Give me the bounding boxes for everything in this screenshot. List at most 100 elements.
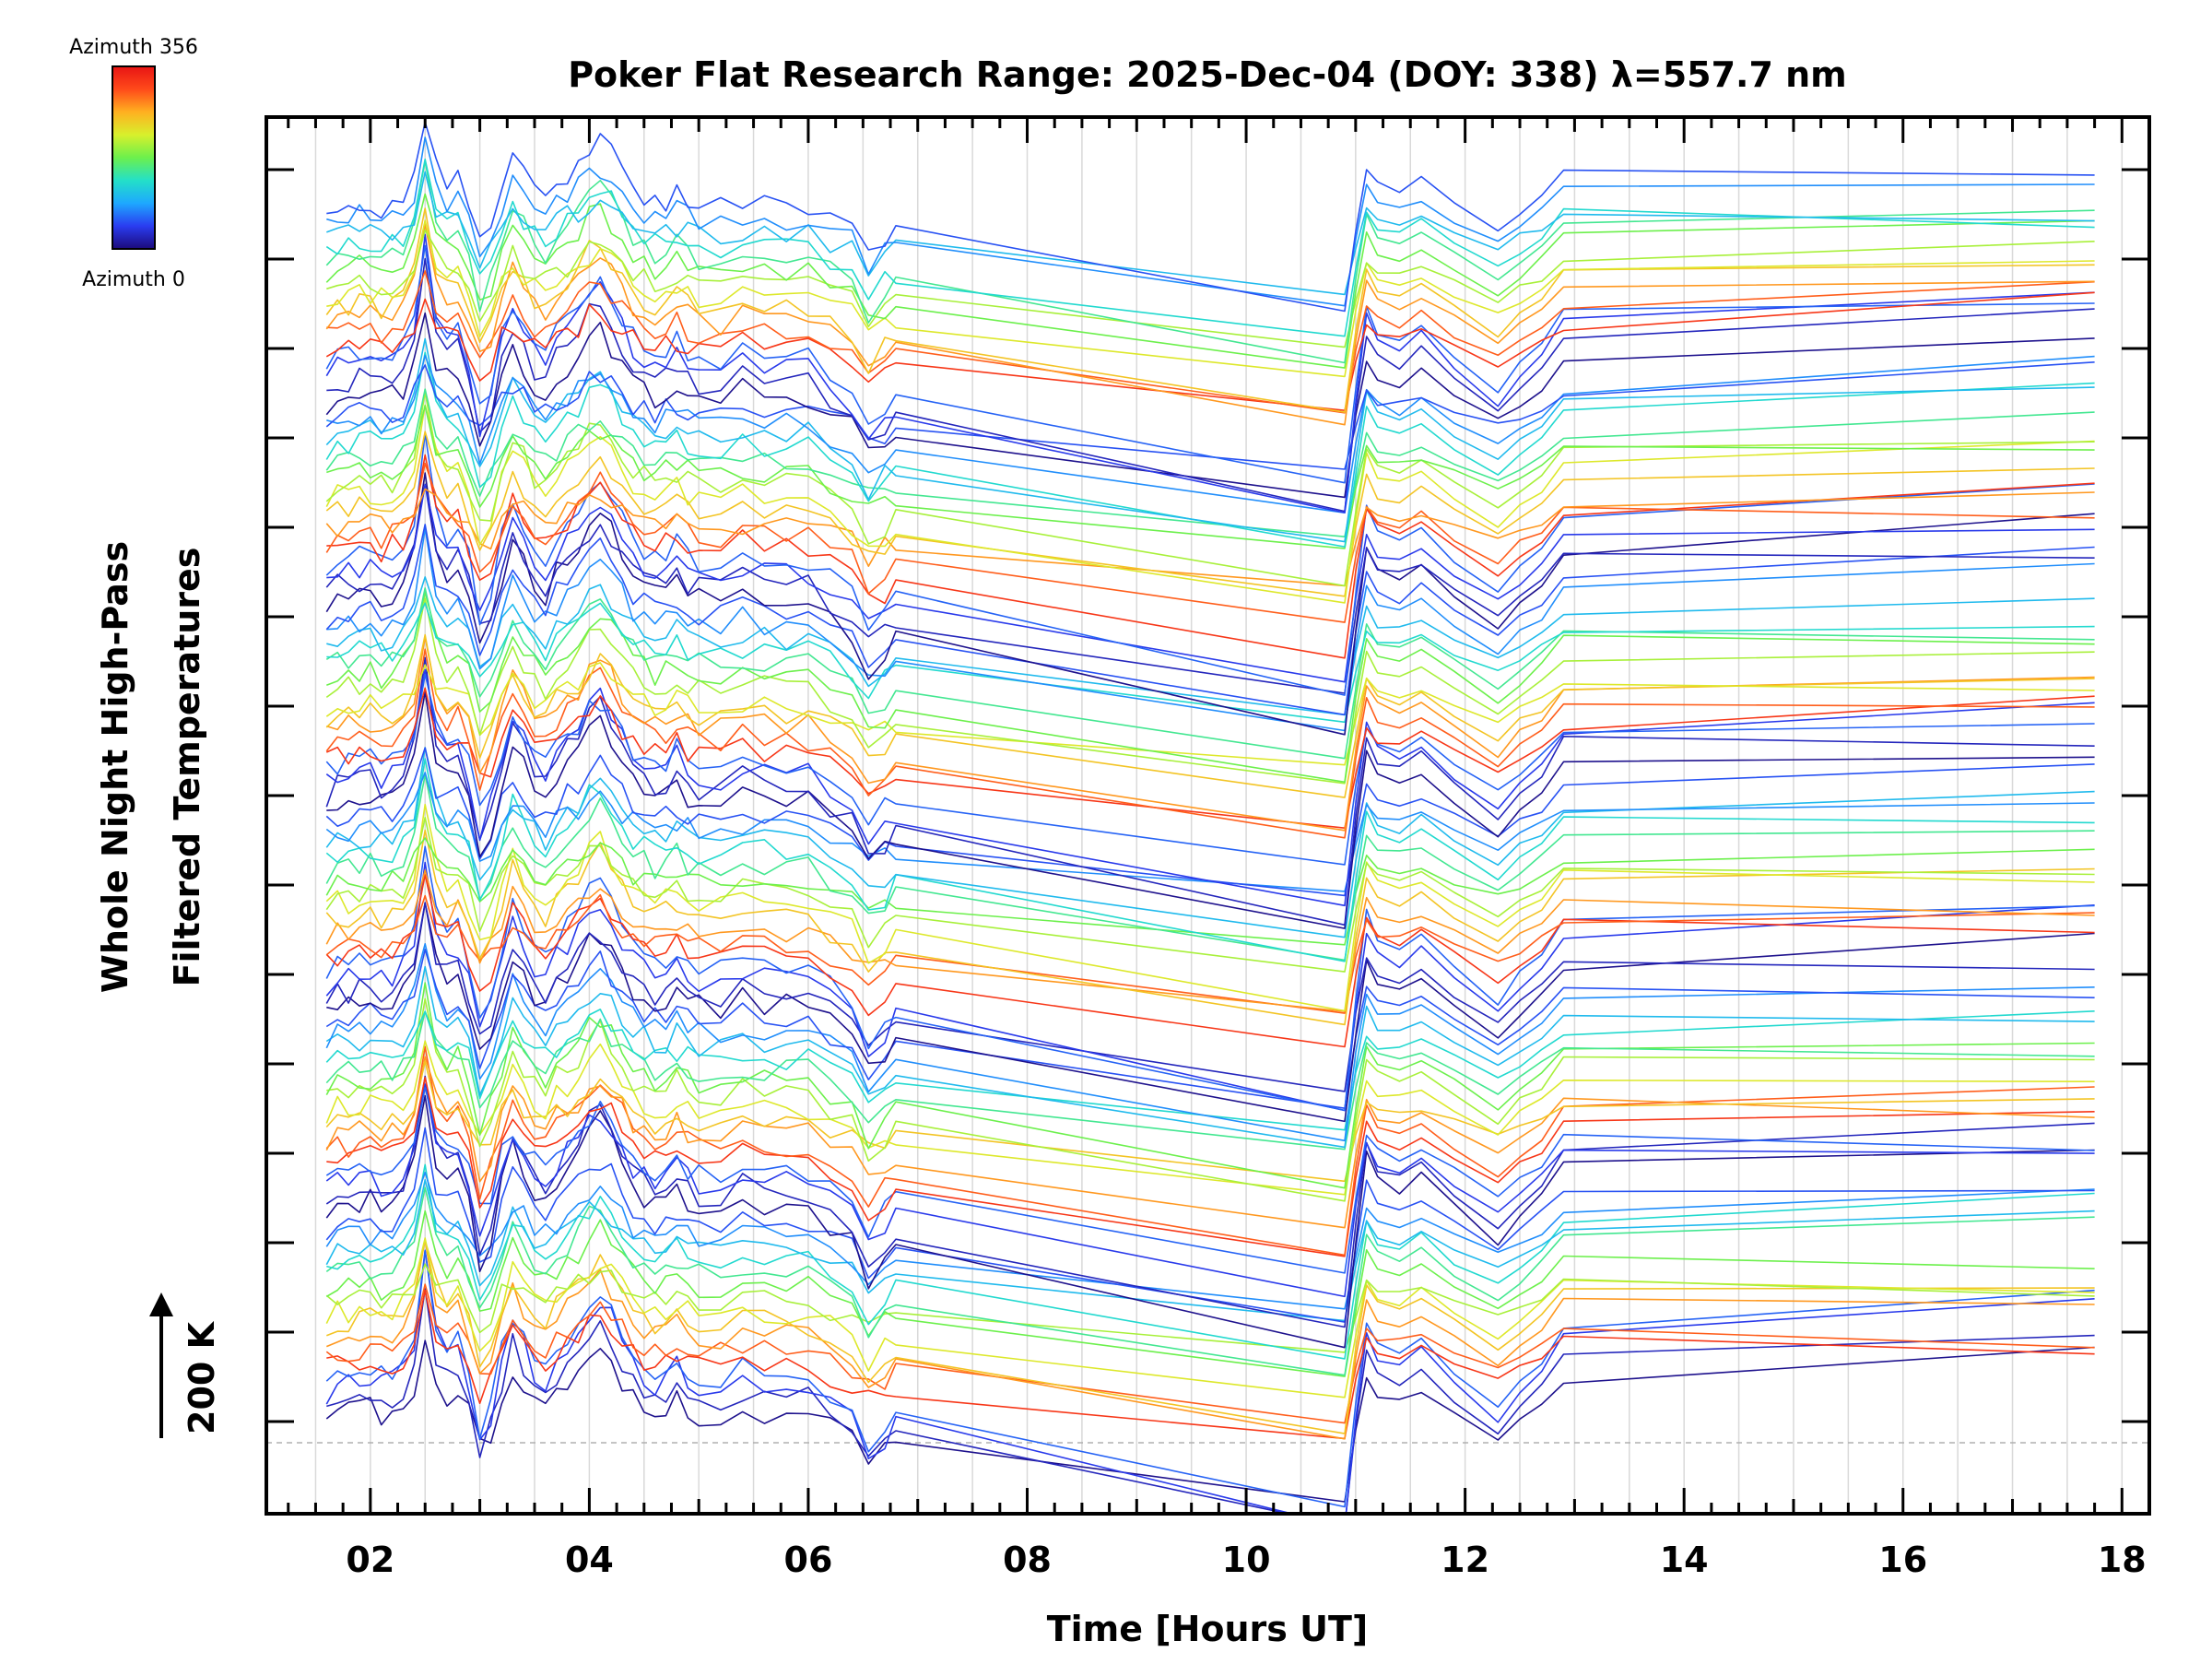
series-line — [325, 758, 2095, 962]
series-line — [325, 388, 2095, 538]
series-line — [325, 488, 2095, 587]
x-tick-label: 08 — [1003, 1540, 1052, 1580]
series-line — [325, 1250, 2095, 1514]
series-line — [325, 1045, 2095, 1257]
series-line — [325, 193, 2095, 369]
series-line — [325, 1179, 2095, 1322]
y-axis-label-line2: Filtered Temperatures — [167, 548, 207, 987]
series-line — [325, 1186, 2095, 1376]
x-tick-label: 06 — [784, 1540, 833, 1580]
series-line — [325, 1237, 2095, 1398]
colorbar: Azimuth 356 Azimuth 0 — [69, 36, 198, 291]
series-line — [325, 1040, 2095, 1196]
series-line — [325, 837, 2095, 946]
series-line — [325, 404, 2095, 604]
series-line — [326, 1290, 2095, 1440]
series-line — [325, 829, 2095, 1026]
series-line — [326, 1288, 2095, 1514]
series-line — [325, 291, 2095, 412]
x-axis: 02 04 06 08 10 12 14 16 18 — [287, 117, 2147, 1580]
series-line — [325, 874, 2095, 1048]
series-line — [326, 997, 2095, 1202]
scale-label: 200 K — [182, 1320, 222, 1434]
series-line — [325, 337, 2095, 543]
series-line — [325, 816, 2095, 973]
series-line — [326, 219, 2095, 378]
series-line — [325, 1056, 2095, 1229]
plot-border — [265, 115, 2151, 1516]
series-line — [325, 1172, 2095, 1310]
series-line — [326, 270, 2095, 414]
series-line — [325, 803, 2095, 1012]
series-line — [325, 662, 2095, 766]
series-line — [325, 1283, 2095, 1424]
series-line — [326, 602, 2095, 724]
series-line — [325, 223, 2095, 426]
series-line — [325, 1239, 2095, 1440]
colorbar-bottom-label: Azimuth 0 — [82, 268, 185, 291]
series-line — [325, 159, 2095, 364]
x-axis-label: Time [Hours UT] — [1047, 1609, 1369, 1649]
series-line — [326, 527, 2095, 732]
series-line — [326, 1163, 2095, 1360]
series-line — [325, 747, 2095, 938]
chart-title: Poker Flat Research Range: 2025-Dec-04 (… — [568, 54, 1847, 95]
series-line — [326, 576, 2095, 716]
colorbar-gradient — [112, 65, 156, 250]
scale-arrow-head — [149, 1292, 173, 1316]
grid-layer — [314, 117, 2124, 1514]
series-line — [326, 690, 2095, 929]
series-line — [325, 1087, 2095, 1274]
series-line — [325, 431, 2095, 597]
series-line — [325, 673, 2095, 866]
series-line — [325, 233, 2095, 513]
series-line — [325, 747, 2095, 897]
series-line — [325, 1075, 2095, 1328]
series-line — [325, 483, 2095, 694]
series-line — [325, 893, 2095, 1014]
series-line — [326, 484, 2095, 683]
series-line — [325, 902, 2095, 1092]
series-line — [325, 159, 2095, 337]
plot-frame — [265, 115, 2151, 1516]
series-line — [325, 1127, 2095, 1323]
series-line — [325, 462, 2095, 623]
series-line — [325, 312, 2095, 499]
series-line — [325, 1263, 2095, 1353]
series-line — [326, 121, 2095, 313]
x-tick-label: 04 — [565, 1540, 614, 1580]
series-line — [325, 869, 2095, 1012]
series-layer — [325, 121, 2095, 1514]
series-line — [325, 687, 2095, 830]
x-tick-label: 18 — [2098, 1540, 2147, 1580]
scale-indicator: 200 K — [149, 1292, 222, 1438]
series-line — [325, 1094, 2095, 1349]
series-line — [326, 354, 2095, 514]
x-tick-label: 16 — [1878, 1540, 1927, 1580]
series-line — [325, 1210, 2095, 1377]
series-line — [326, 171, 2095, 296]
series-line — [325, 391, 2095, 587]
series-line — [325, 633, 2095, 798]
series-line — [325, 361, 2095, 470]
series-line — [325, 432, 2095, 696]
x-tick-label: 12 — [1441, 1540, 1489, 1580]
y-axis-label: Whole Night High-Pass Filtered Temperatu… — [95, 541, 207, 993]
series-line — [325, 244, 2095, 484]
series-line — [325, 524, 2095, 716]
x-tick-label: 02 — [346, 1540, 394, 1580]
series-line — [325, 207, 2095, 413]
colorbar-top-label: Azimuth 356 — [69, 36, 198, 59]
series-line — [325, 351, 2095, 548]
series-line — [325, 949, 2095, 1109]
series-line — [325, 982, 2095, 1189]
series-line — [325, 1009, 2095, 1131]
series-line — [326, 229, 2095, 348]
series-line — [326, 405, 2095, 549]
series-line — [325, 1060, 2095, 1183]
series-line — [326, 136, 2095, 307]
x-tick-label: 14 — [1660, 1540, 1709, 1580]
y-axis-label-line1: Whole Night High-Pass — [95, 541, 135, 993]
